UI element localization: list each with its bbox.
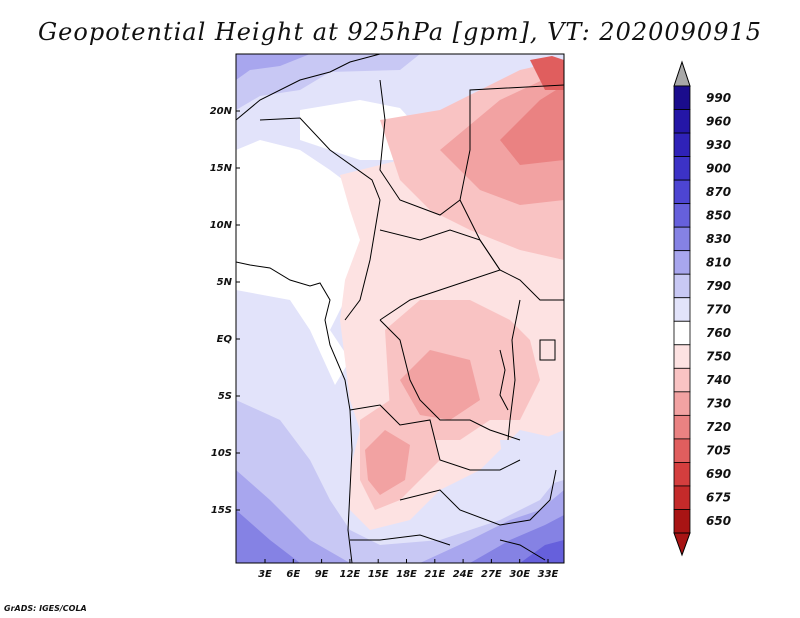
longitude-axis: 3E 6E 9E 12E 15E 18E 21E 24E 27E 30E 33E xyxy=(258,559,559,580)
lon-tick-label: 18E xyxy=(396,569,417,580)
colorbar-swatch xyxy=(673,344,691,369)
colorbar-level-label: 790 xyxy=(706,279,731,293)
colorbar-level-label: 750 xyxy=(706,350,731,364)
colorbar-level-label: 870 xyxy=(706,185,731,199)
lon-tick-label: 3E xyxy=(258,569,272,580)
colorbar-under-arrow xyxy=(673,532,691,557)
lat-tick-label: 5S xyxy=(218,391,232,402)
lat-tick-label: 10S xyxy=(211,448,232,459)
lon-tick-label: 21E xyxy=(424,569,445,580)
colorbar-swatch xyxy=(673,367,691,393)
lat-tick-label: 15N xyxy=(210,163,233,174)
colorbar-level-label: 690 xyxy=(706,467,731,481)
map-frame xyxy=(235,53,565,564)
colorbar-level-label: 850 xyxy=(706,208,731,222)
lat-tick-label: 5N xyxy=(217,277,233,288)
lat-tick-label: 15S xyxy=(211,505,232,516)
colorbar-swatch xyxy=(673,462,691,487)
colorbar-level-label: 900 xyxy=(706,161,731,175)
colorbar-level-label: 830 xyxy=(706,232,731,246)
lon-tick-label: 24E xyxy=(453,569,474,580)
colorbar-swatch xyxy=(673,226,691,252)
colorbar-swatch xyxy=(673,297,691,322)
lon-tick-label: 27E xyxy=(481,569,502,580)
colorbar-swatch xyxy=(673,203,691,228)
colorbar-level-label: 770 xyxy=(706,303,731,317)
shaded-field xyxy=(236,54,564,563)
colorbar-swatch xyxy=(673,156,691,181)
lon-tick-label: 12E xyxy=(340,569,361,580)
colorbar-swatch xyxy=(673,485,691,510)
colorbar-swatch xyxy=(673,179,691,205)
colorbar-level-label: 960 xyxy=(706,114,731,128)
colorbar-swatch xyxy=(673,438,691,463)
lat-tick-label: 10N xyxy=(210,220,233,231)
colorbar-swatch xyxy=(673,320,691,346)
lat-tick-label: 20N xyxy=(210,106,233,117)
colorbar-level-label: 675 xyxy=(706,491,731,505)
colorbar-level-label: 760 xyxy=(706,326,731,340)
colorbar-swatch xyxy=(673,85,691,110)
footer-credit: GrADS: IGES/COLA xyxy=(4,604,87,613)
latitude-axis: 20N 15N 10N 5N EQ 5S 10S 15S xyxy=(210,106,240,516)
lat-tick-label: EQ xyxy=(217,334,233,345)
colorbar-swatch xyxy=(673,509,691,534)
colorbar-level-label: 650 xyxy=(706,514,731,528)
colorbar-over-arrow xyxy=(673,60,691,87)
lon-tick-label: 33E xyxy=(538,569,559,580)
lon-tick-label: 15E xyxy=(368,569,389,580)
colorbar-level-label: 810 xyxy=(706,255,731,269)
colorbar-level-label: 740 xyxy=(706,373,731,387)
colorbar-level-label: 930 xyxy=(706,138,731,152)
colorbar-swatch xyxy=(673,109,691,134)
colorbar-swatch xyxy=(673,250,691,275)
colorbar-level-label: 720 xyxy=(706,420,731,434)
colorbar-swatch xyxy=(673,391,691,416)
colorbar-swatch xyxy=(673,273,691,299)
lon-tick-label: 6E xyxy=(286,569,300,580)
colorbar-swatch xyxy=(673,414,691,440)
colorbar-level-label: 705 xyxy=(706,444,731,458)
lon-tick-label: 30E xyxy=(509,569,530,580)
colorbar-swatch xyxy=(673,132,691,157)
map-title: Geopotential Height at 925hPa [gpm], VT:… xyxy=(38,18,762,46)
colorbar: 990 960 930 900 870 850 830 810 790 770 760 750 740 7… xyxy=(673,60,731,557)
colorbar-level-label: 730 xyxy=(706,397,731,411)
lon-tick-label: 9E xyxy=(315,569,329,580)
colorbar-level-label: 990 xyxy=(706,91,731,105)
